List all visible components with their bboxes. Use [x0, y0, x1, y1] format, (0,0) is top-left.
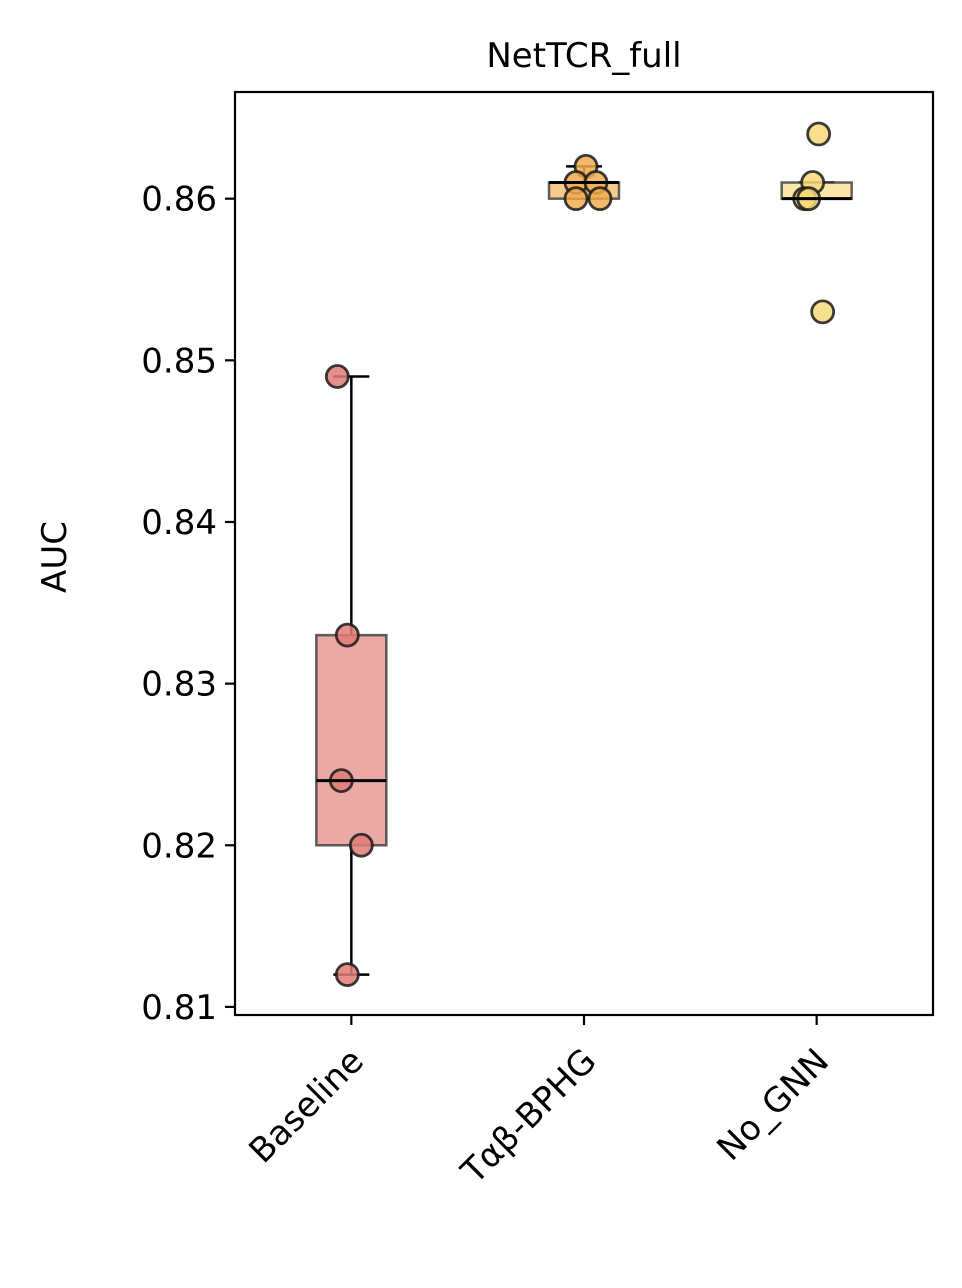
- data-point: [324, 364, 350, 389]
- data-point: [810, 299, 836, 325]
- box: [315, 633, 388, 847]
- x-tick-label: No_GNN: [709, 1041, 837, 1169]
- x-tick-label: Tαβ-BPHG: [453, 1041, 604, 1192]
- data-point: [334, 962, 360, 987]
- data-point: [334, 622, 360, 648]
- data-point: [563, 186, 589, 212]
- y-tick-label: 0.83: [141, 665, 217, 705]
- chart-title: NetTCR_full: [486, 36, 681, 76]
- y-tick-label: 0.85: [141, 341, 217, 381]
- y-tick-label: 0.84: [141, 503, 217, 543]
- plot-frame: [233, 90, 935, 1017]
- y-tick-label: 0.86: [141, 180, 217, 220]
- y-axis-label: AUC: [35, 521, 75, 593]
- x-tick-label: Baseline: [241, 1041, 371, 1171]
- data-point: [587, 186, 613, 212]
- data-point: [806, 121, 832, 147]
- data-point: [348, 832, 374, 858]
- y-tick-label: 0.82: [141, 826, 217, 866]
- y-tick-label: 0.81: [141, 988, 217, 1028]
- plot-area: 0.81 0.82 0.83 0.84 0.85 0.86 Baseline Tαβ-BPHG…: [141, 121, 853, 1192]
